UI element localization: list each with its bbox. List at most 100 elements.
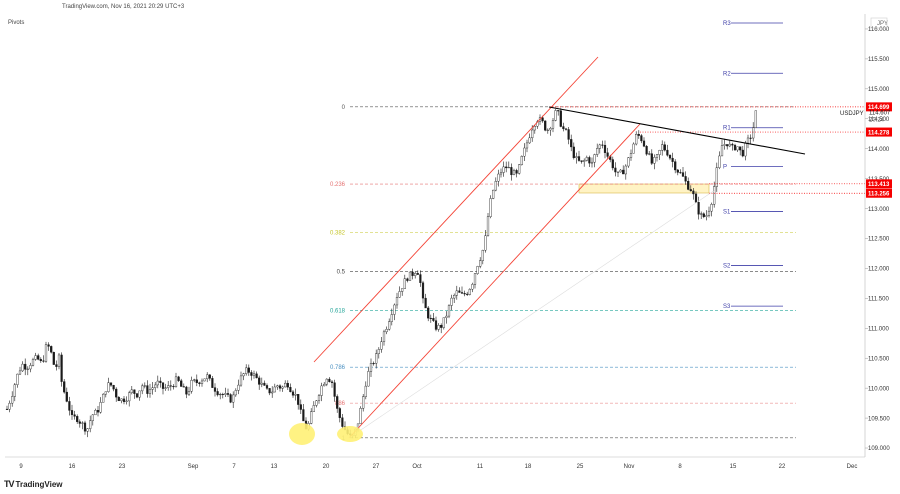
fib-level-label: 0.618	[330, 308, 346, 314]
candle-body	[502, 166, 505, 173]
time-tick-label: 15	[730, 464, 737, 470]
candle-body	[104, 391, 107, 395]
candle-body	[182, 386, 185, 388]
candle-body	[705, 215, 708, 217]
candle-body	[146, 385, 149, 394]
pivot-label: R1	[723, 126, 731, 132]
candle-body	[484, 235, 487, 251]
candle-body	[393, 304, 396, 315]
price-tick-label: 111.500	[868, 297, 889, 303]
candle-body	[523, 147, 526, 157]
candle-body	[408, 271, 412, 281]
candle-body	[390, 314, 393, 322]
candle-body	[489, 198, 492, 217]
candle-body	[642, 140, 646, 147]
fib-level-label: 0.382	[330, 231, 346, 237]
price-tick-label: 112.500	[868, 237, 890, 243]
candle-body	[653, 157, 656, 164]
candle-body	[567, 129, 570, 140]
candle-body	[674, 161, 677, 171]
candle-body	[554, 110, 557, 121]
candle-body	[122, 398, 126, 402]
candle-body	[424, 297, 427, 309]
candle-body	[492, 189, 495, 199]
pivots-indicator-label[interactable]: Pivots	[8, 20, 25, 26]
candle-body	[24, 363, 27, 370]
pivot-label: P	[723, 165, 727, 171]
candle-body	[746, 137, 750, 144]
candle-body	[663, 144, 666, 151]
candle-body	[323, 383, 326, 387]
candle-body	[52, 352, 55, 365]
time-tick-label: 22	[779, 464, 786, 470]
candle-body	[11, 396, 14, 404]
candle-body	[169, 385, 172, 387]
time-tick-label: 7	[232, 464, 236, 470]
candle-body	[406, 278, 409, 281]
candle-body	[377, 349, 380, 354]
candle-body	[37, 355, 40, 360]
fib-level-label: 0.786	[330, 365, 346, 371]
candle-body	[544, 120, 547, 131]
candle-body	[284, 382, 287, 388]
price-tick-label: 113.000	[868, 207, 890, 213]
candle-body	[728, 143, 731, 147]
candle-body	[458, 290, 461, 293]
candle-body	[99, 402, 102, 413]
candle-body	[294, 394, 297, 396]
candle-body	[143, 385, 146, 387]
candle-body	[416, 273, 419, 275]
candle-body	[528, 137, 531, 144]
fib-level-label: 0	[342, 105, 346, 111]
candle-body	[115, 388, 118, 398]
pivot-points: R3 R2 R1 P S1 S2 S3	[723, 21, 783, 310]
candle-body	[744, 142, 747, 157]
candle-body	[291, 391, 295, 396]
candle-body	[221, 393, 224, 395]
candle-body	[601, 144, 604, 146]
candle-body	[432, 318, 435, 321]
candle-body	[697, 202, 700, 215]
candle-body	[640, 135, 643, 142]
candle-body	[29, 365, 32, 370]
time-tick-label: Sep	[188, 464, 199, 470]
candle-body	[481, 249, 484, 261]
candle-body	[219, 393, 222, 396]
candle-body	[419, 274, 422, 283]
time-tick-label: 25	[577, 464, 584, 470]
price-tick-label: 112.000	[868, 267, 890, 273]
candle-body	[42, 360, 45, 362]
candle-body	[159, 380, 162, 383]
candle-body	[208, 374, 211, 379]
candle-body	[507, 167, 510, 169]
candle-body	[73, 414, 76, 417]
swing-low-highlight	[289, 423, 315, 445]
candle-body	[570, 139, 573, 148]
candle-body	[577, 156, 581, 161]
price-tick-label: 114.000	[868, 147, 890, 153]
candle-body	[297, 394, 300, 405]
candle-body	[213, 387, 217, 392]
candle-body	[616, 171, 620, 173]
candle-body	[515, 170, 518, 174]
candle-body	[411, 271, 414, 276]
candle-body	[320, 385, 323, 396]
candle-body	[414, 273, 417, 276]
bar-countdown-label: 20:24	[869, 117, 885, 123]
pivot-label: S2	[723, 263, 731, 269]
candle-body	[302, 409, 305, 422]
candle-body	[255, 373, 258, 379]
candle-body	[8, 402, 11, 410]
candle-body	[611, 159, 614, 169]
candle-body	[57, 354, 61, 367]
candle-body	[619, 169, 622, 173]
candle-body	[471, 284, 474, 290]
candle-body	[252, 373, 256, 376]
candle-body	[385, 328, 388, 333]
candle-body	[203, 378, 206, 382]
candle-body	[78, 421, 81, 424]
candle-body	[427, 307, 430, 319]
candle-body	[429, 317, 432, 319]
candle-body	[593, 154, 596, 163]
